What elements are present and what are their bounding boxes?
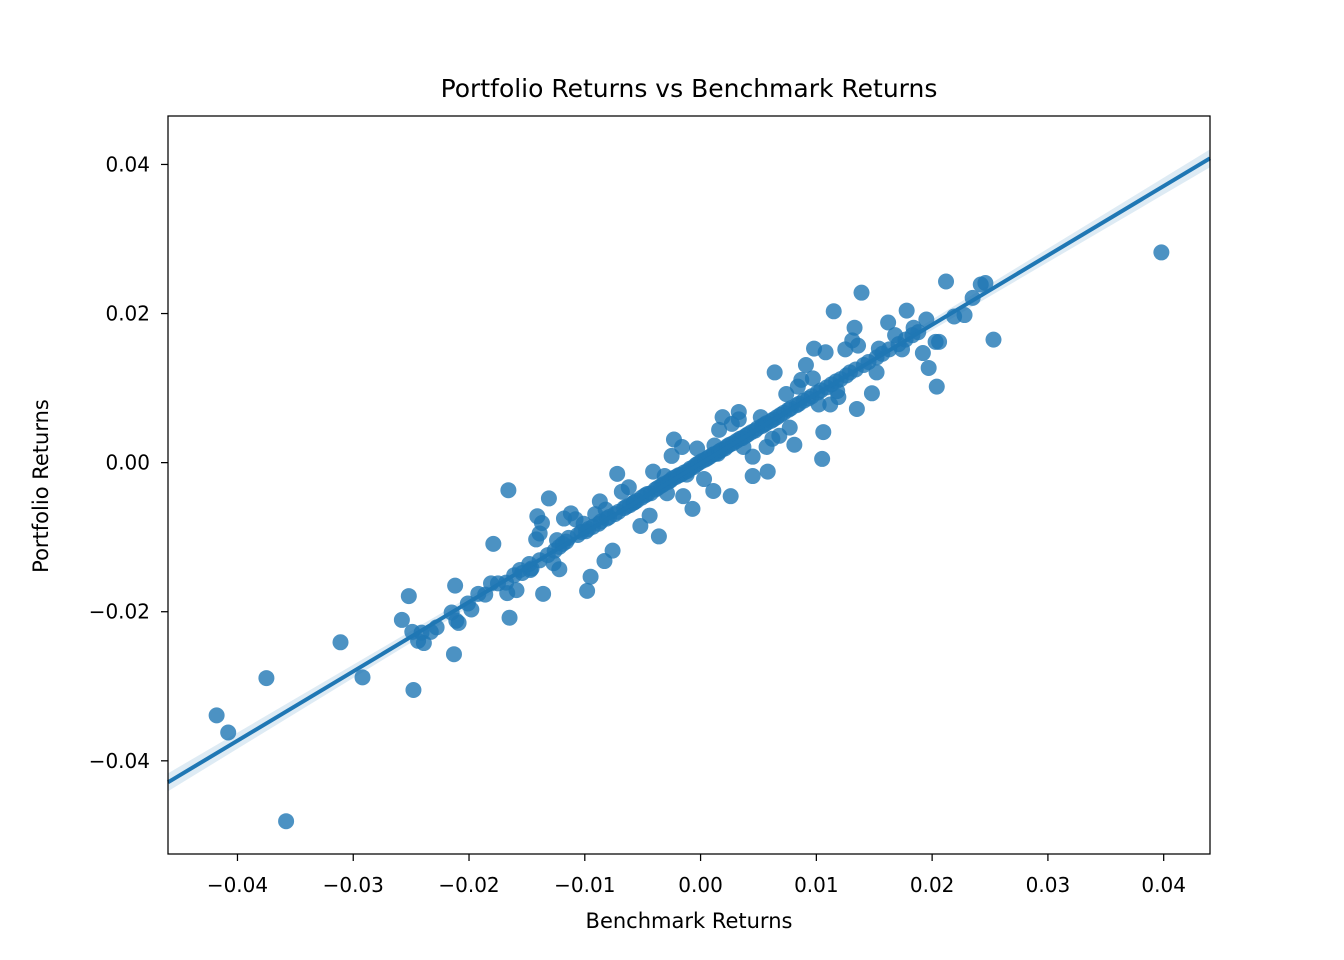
data-point — [258, 670, 275, 687]
data-point — [609, 465, 626, 482]
data-point — [579, 582, 596, 599]
data-point — [632, 518, 649, 534]
data-point — [928, 378, 945, 395]
x-tick-label: 0.00 — [678, 873, 723, 897]
data-point — [485, 535, 502, 552]
data-point — [920, 359, 937, 376]
data-point — [758, 438, 775, 455]
regression-line-layer — [166, 156, 1212, 785]
data-point — [797, 356, 814, 373]
data-point — [501, 609, 518, 626]
x-tick-label: −0.01 — [554, 873, 615, 897]
x-axis-label: Benchmark Returns — [586, 909, 793, 933]
data-point — [759, 463, 776, 480]
data-point — [675, 488, 692, 505]
y-tick-label: −0.04 — [89, 749, 150, 773]
data-point — [332, 634, 349, 651]
data-point — [846, 319, 863, 336]
data-point — [977, 274, 994, 291]
data-point — [354, 669, 371, 686]
data-point — [220, 724, 237, 741]
data-point — [591, 493, 608, 510]
data-point — [985, 331, 1002, 348]
x-tick-label: 0.04 — [1141, 873, 1186, 897]
x-tick-label: 0.02 — [910, 873, 955, 897]
data-point — [447, 577, 464, 594]
y-tick-label: −0.02 — [89, 600, 150, 624]
data-point — [814, 450, 831, 467]
data-point — [848, 400, 865, 417]
data-point — [722, 488, 739, 505]
x-tick-label: −0.02 — [438, 873, 499, 897]
y-axis-ticks: 0.04 0.02 0.00 −0.02 −0.04 — [89, 152, 168, 773]
data-point — [914, 345, 931, 362]
data-point — [810, 396, 827, 413]
data-point — [674, 438, 691, 455]
data-point — [781, 419, 798, 436]
data-point — [1153, 244, 1170, 261]
data-point — [880, 314, 897, 331]
y-tick-label: 0.00 — [105, 451, 150, 475]
y-tick-label: 0.02 — [105, 302, 150, 326]
data-point — [278, 813, 295, 830]
data-point — [778, 386, 795, 403]
data-point — [208, 707, 225, 724]
data-point — [393, 611, 410, 628]
x-tick-label: 0.03 — [1026, 873, 1071, 897]
data-point — [938, 273, 955, 290]
x-axis-ticks: −0.04 −0.03 −0.02 −0.01 0.00 0.01 0.02 0.03 0.04 — [207, 854, 1186, 897]
data-point — [817, 344, 834, 361]
data-point — [868, 364, 885, 381]
data-point — [499, 585, 516, 602]
data-point — [931, 333, 948, 350]
data-point — [575, 515, 592, 532]
data-point — [766, 364, 783, 381]
data-point — [789, 378, 806, 395]
data-point — [744, 448, 761, 465]
data-point — [711, 421, 728, 438]
data-point — [659, 485, 676, 502]
data-point — [825, 303, 842, 320]
x-tick-label: −0.04 — [207, 873, 268, 897]
regression-line — [166, 156, 1212, 785]
data-point — [863, 385, 880, 402]
data-point — [853, 284, 870, 301]
data-point — [689, 440, 706, 457]
y-tick-label: 0.04 — [105, 152, 150, 176]
data-point — [898, 302, 915, 319]
data-point — [850, 337, 867, 354]
data-point — [663, 447, 680, 464]
data-point — [804, 370, 821, 387]
data-point — [956, 307, 973, 324]
chart-title: Portfolio Returns vs Benchmark Returns — [441, 74, 938, 103]
data-point — [684, 500, 701, 517]
data-point — [500, 482, 517, 499]
data-point — [551, 561, 568, 578]
x-tick-label: 0.01 — [794, 873, 839, 897]
data-point — [405, 682, 422, 698]
data-point — [400, 588, 417, 605]
data-point — [620, 479, 637, 496]
data-point — [730, 411, 747, 428]
y-axis-label: Portfolio Returns — [29, 399, 53, 573]
data-point — [535, 585, 552, 602]
data-point — [705, 482, 722, 499]
data-point — [604, 542, 621, 559]
data-point — [830, 389, 847, 406]
plot-area-background — [168, 116, 1210, 854]
data-point — [815, 424, 832, 441]
data-point — [582, 568, 599, 585]
plot-frame — [167, 115, 1211, 855]
data-point — [650, 528, 667, 545]
data-point — [696, 471, 713, 488]
x-tick-label: −0.03 — [323, 873, 384, 897]
data-point — [786, 436, 803, 453]
data-point — [540, 490, 557, 507]
data-point — [641, 507, 658, 524]
data-point — [744, 468, 761, 485]
data-point — [531, 525, 548, 542]
data-point — [445, 646, 462, 663]
